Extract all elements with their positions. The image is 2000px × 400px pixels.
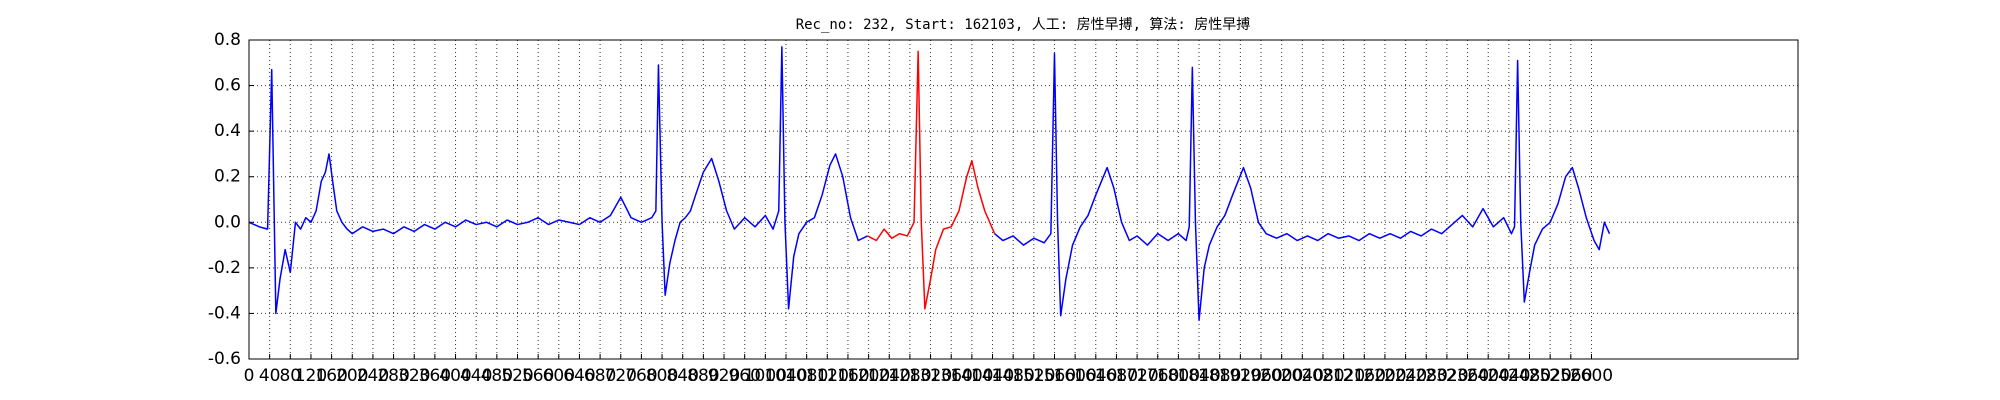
x-tick-label: 720 [605, 366, 637, 386]
x-tick-label: 1120 [806, 366, 849, 386]
x-tick-label: 1240 [868, 366, 911, 386]
x-tick-label: 520 [501, 366, 533, 386]
x-tick-label: 1960 [1239, 366, 1282, 386]
x-tick-label: 1520 [1012, 366, 1055, 386]
x-tick-label: 2120 [1322, 366, 1365, 386]
x-tick-label: 2080 [1301, 366, 1344, 386]
x-tick-label: 960 [728, 366, 760, 386]
x-tick-label: 1920 [1219, 366, 1262, 386]
y-tick-label: 0.4 [214, 121, 241, 141]
x-tick-label: 120 [295, 366, 327, 386]
plot-frame [248, 39, 1799, 360]
y-tick-label: -0.6 [208, 349, 241, 369]
x-tick-label: 1440 [971, 366, 1014, 386]
y-tick-label: 0.0 [214, 212, 241, 232]
x-tick-label: 880 [687, 366, 719, 386]
x-tick-label: 1200 [847, 366, 890, 386]
x-tick-label: 2560 [1549, 366, 1592, 386]
x-tick-label: 1680 [1095, 366, 1138, 386]
x-tick-label: 320 [398, 366, 430, 386]
x-tick-label: 0 [244, 366, 255, 386]
x-tick-label: 1840 [1177, 366, 1220, 386]
x-tick-label: 600 [543, 366, 575, 386]
x-tick-label: 1800 [1157, 366, 1200, 386]
chart-title: Rec_no: 232, Start: 162103, 人工: 房性早搏, 算法… [796, 16, 1251, 33]
y-tick-label: 0.6 [214, 76, 241, 96]
x-tick-label: 2520 [1529, 366, 1572, 386]
ecg-line [248, 46, 868, 315]
y-tick-label: -0.4 [208, 303, 241, 323]
x-tick-label: 1280 [888, 366, 931, 386]
x-tick-label: 2040 [1281, 366, 1324, 386]
x-tick-label: 2400 [1467, 366, 1510, 386]
x-tick-label: 2240 [1384, 366, 1427, 386]
x-tick-label: 280 [377, 366, 409, 386]
y-tick-label: 0.2 [214, 167, 241, 187]
x-tick-label: 2200 [1363, 366, 1406, 386]
x-tick-label: 760 [625, 366, 657, 386]
x-tick-label: 480 [481, 366, 513, 386]
x-tick-label: 1640 [1074, 366, 1117, 386]
x-tick-label: 1040 [764, 366, 807, 386]
x-tick-label: 240 [357, 366, 389, 386]
x-tick-label: 1560 [1033, 366, 1076, 386]
x-tick-label: 840 [666, 366, 698, 386]
x-tick-label: 40 [259, 366, 281, 386]
x-tick-label: 400 [439, 366, 471, 386]
x-tick-label: 2160 [1343, 366, 1386, 386]
x-tick-label: 2480 [1508, 366, 1551, 386]
y-tick-label: 0.8 [214, 30, 241, 50]
x-tick-label: 80 [279, 366, 301, 386]
x-tick-label: 2280 [1405, 366, 1448, 386]
x-tick-label: 2600 [1570, 366, 1613, 386]
x-tick-label: 2360 [1446, 366, 1489, 386]
x-tick-label: 200 [336, 366, 368, 386]
x-tick-label: 1360 [930, 366, 973, 386]
x-tick-label: 2440 [1487, 366, 1530, 386]
y-tick-label: -0.2 [208, 258, 241, 278]
x-tick-label: 360 [419, 366, 451, 386]
x-tick-label: 160 [315, 366, 347, 386]
x-tick-label: 440 [460, 366, 492, 386]
x-tick-label: 1320 [909, 366, 952, 386]
x-tick-label: 2320 [1425, 366, 1468, 386]
x-tick-label: 1480 [992, 366, 1035, 386]
x-tick-label: 640 [563, 366, 595, 386]
x-tick-label: 1760 [1136, 366, 1179, 386]
x-tick-label: 1880 [1198, 366, 1241, 386]
x-tick-label: 1400 [950, 366, 993, 386]
x-tick-label: 560 [522, 366, 554, 386]
x-tick-label: 800 [646, 366, 678, 386]
x-tick-label: 1000 [744, 366, 787, 386]
x-tick-label: 1160 [826, 366, 869, 386]
x-tick-label: 1720 [1115, 366, 1158, 386]
ecg-line [867, 50, 996, 310]
x-tick-label: 2000 [1260, 366, 1303, 386]
x-tick-label: 680 [584, 366, 616, 386]
x-tick-label: 1080 [785, 366, 828, 386]
ecg-line [994, 52, 1611, 322]
x-tick-label: 1600 [1054, 366, 1097, 386]
x-tick-label: 920 [708, 366, 740, 386]
